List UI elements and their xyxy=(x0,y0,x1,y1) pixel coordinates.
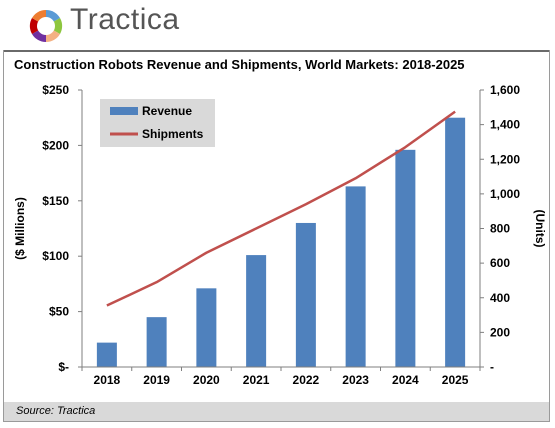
right-tick-label: 1,000 xyxy=(490,187,520,201)
left-tick-label: $50 xyxy=(49,305,69,319)
right-tick-label: 200 xyxy=(490,325,510,339)
x-tick-label: 2021 xyxy=(243,373,270,387)
shipments-line-path xyxy=(106,110,456,307)
revenue-bar-2023 xyxy=(345,186,366,367)
brand-name: Tractica xyxy=(70,3,180,36)
source-band xyxy=(4,402,549,421)
right-axis-label: (Units) xyxy=(533,210,547,248)
revenue-bar-2021 xyxy=(246,255,267,367)
legend-shipments-label: Shipments xyxy=(142,127,204,141)
x-tick-label: 2025 xyxy=(442,373,469,387)
axes xyxy=(78,89,484,371)
left-tick-label: $- xyxy=(58,360,69,374)
legend-revenue-swatch xyxy=(110,107,138,115)
right-tick-label: 1,400 xyxy=(490,118,520,132)
x-tick-label: 2022 xyxy=(293,373,320,387)
right-tick-label: 1,600 xyxy=(490,83,520,97)
right-tick-label: 800 xyxy=(490,222,510,236)
chart-title: Construction Robots Revenue and Shipment… xyxy=(14,57,465,72)
shipments-line xyxy=(106,110,456,307)
x-tick-label: 2019 xyxy=(143,373,170,387)
left-tick-label: $150 xyxy=(42,194,69,208)
axis-labels: $- $50 $100 $150 $200 $250 - 200 400 600 800 1,000 1… xyxy=(13,83,547,387)
legend-revenue-label: Revenue xyxy=(142,104,192,118)
revenue-bar-2024 xyxy=(395,149,416,367)
x-tick-label: 2020 xyxy=(193,373,220,387)
source-text: Source: Tractica xyxy=(16,405,96,417)
revenue-bar-2025 xyxy=(445,117,466,367)
x-tick-label: 2018 xyxy=(94,373,121,387)
left-tick-label: $200 xyxy=(42,138,69,152)
right-tick-label: 400 xyxy=(490,291,510,305)
revenue-bar-2022 xyxy=(295,222,316,367)
x-tick-label: 2023 xyxy=(342,373,369,387)
tractica-logo-icon xyxy=(29,9,63,43)
x-tick-label: 2024 xyxy=(392,373,419,387)
header: Tractica xyxy=(0,0,555,50)
right-tick-label: 1,200 xyxy=(490,152,520,166)
right-tick-label: - xyxy=(490,360,494,374)
revenue-bar-2018 xyxy=(96,342,117,367)
revenue-bar-2020 xyxy=(196,288,217,367)
revenue-bar-2019 xyxy=(146,317,167,367)
legend: Revenue Shipments xyxy=(100,99,215,147)
left-tick-label: $100 xyxy=(42,249,69,263)
title-rule xyxy=(4,50,549,52)
right-tick-label: 600 xyxy=(490,256,510,270)
left-axis-label: ($ Millions) xyxy=(13,197,27,260)
left-tick-label: $250 xyxy=(42,83,69,97)
revenue-bars xyxy=(96,117,466,367)
